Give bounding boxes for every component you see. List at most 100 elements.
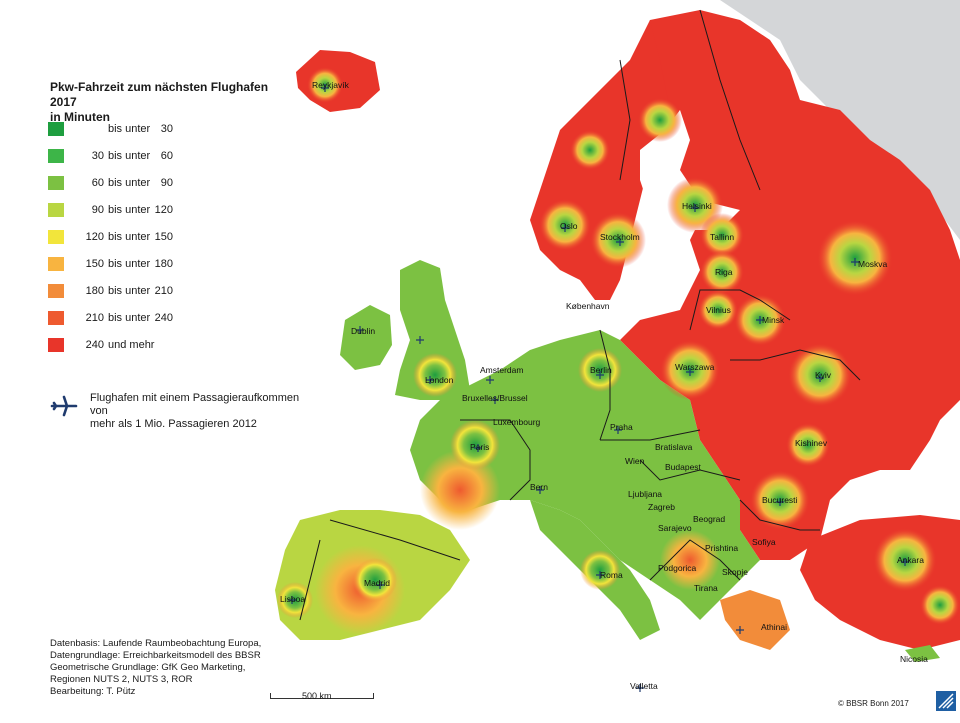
label-ljubljana: Ljubljana [628,489,662,499]
region-east-europe [620,10,960,560]
label-amsterdam: Amsterdam [480,365,523,375]
hub-madrid [353,558,397,602]
label-stockholm: Stockholm [600,232,640,242]
hub-vilnius [698,290,738,330]
legend-to: 120 [154,204,173,216]
label-kobenhavn: København [566,301,610,311]
label-kyiv: Kyiv [815,370,832,380]
legend-row: 90 bis unter 120 [48,203,248,230]
label-budapest: Budapest [665,462,702,472]
hub-stockholm [590,212,646,268]
label-moskva: Moskva [858,259,888,269]
label-bern: Bern [530,482,548,492]
label-oslo: Oslo [560,221,578,231]
legend-from: 180 [85,285,104,297]
legend-row: 240 und mehr [48,338,248,365]
legend-from: 120 [85,231,104,243]
legend-from: 30 [91,150,104,162]
legend-from: 150 [85,258,104,270]
label-kishinev: Kishinev [795,438,828,448]
city-labels: Reykjavík Dublin London Amsterdam Bruxel… [280,80,928,691]
note-line4: Regionen NUTS 2, NUTS 3, ROR [50,674,193,685]
label-lisboa: Lisboa [280,594,305,604]
label-riga: Riga [715,267,733,277]
legend-to: 60 [160,150,173,162]
legend-from: 90 [91,204,104,216]
legend-word: bis unter [108,204,151,216]
region-greece [720,590,790,650]
legend-swatch [48,311,64,325]
legend-row: 150 bis unter 180 [48,257,248,284]
label-roma: Roma [600,570,623,580]
copyright: © BBSR Bonn 2017 [838,699,909,708]
bbsr-logo [936,691,956,711]
legend-word: bis unter [108,258,151,270]
label-zagreb: Zagreb [648,502,675,512]
legend-row: 60 bis unter 90 [48,176,248,203]
airport-legend-line1: Flughafen mit einem Passagieraufkommen v… [90,392,300,417]
scale-bar-label: 500 km [302,691,332,701]
hotspot-balkans [660,530,720,590]
region-ireland [340,305,392,370]
legend-word: bis unter [108,285,151,297]
legend-swatch [48,176,64,190]
legend-to: 150 [154,231,173,243]
legend-row: 210 bis unter 240 [48,311,248,338]
legend-swatch [48,149,64,163]
legend-list: bis unter 30 30 bis unter 60 60 bis unter 90 90 b… [48,122,248,365]
hub-kishinev [786,423,830,467]
legend-title-line1: Pkw-Fahrzeit zum nächsten Flughafen 2017 [50,80,269,109]
label-wien: Wien [625,456,645,466]
label-ankara: Ankara [897,555,924,565]
label-sarajevo: Sarajevo [658,523,692,533]
legend-word: bis unter [108,123,151,135]
legend-word: bis unter [108,177,151,189]
note-line5: Bearbeitung: T. Pütz [50,686,136,697]
label-helsinki: Helsinki [682,201,712,211]
region-cyprus [905,645,940,662]
scale-bar-line [270,693,374,699]
hub-roma [580,550,620,590]
legend-to: 90 [160,177,173,189]
label-podgorica: Podgorica [658,563,697,573]
legend-row: 180 bis unter 210 [48,284,248,311]
legend-swatch [48,257,64,271]
legend-swatch [48,338,64,352]
hub-north-finland [638,98,682,142]
label-luxembourg: Luxembourg [493,417,541,427]
label-bucuresti: Bucuresti [762,495,798,505]
legend-from: 240 [85,339,104,351]
label-nicosia: Nicosia [900,654,928,664]
legend-row: bis unter 30 [48,122,248,149]
hub-ankara2 [920,585,960,625]
label-minsk: Minsk [762,315,785,325]
hub-london [413,353,457,397]
label-athinai: Athinai [761,622,787,632]
label-beograd: Beograd [693,514,725,524]
legend-title: Pkw-Fahrzeit zum nächsten Flughafen 2017… [50,80,290,125]
hub-paris [450,420,500,470]
airplane-icon [50,395,78,417]
hotspot-france [420,450,500,530]
label-skopje: Skopje [722,567,748,577]
hub-tallinn [700,213,744,257]
legend-title-line2: in Minuten [50,110,110,124]
scale-bar: 500 km [270,688,374,712]
country-borders [299,9,861,621]
legend-to: 240 [154,312,173,324]
legend-swatch [48,203,64,217]
label-dublin: Dublin [351,326,375,336]
note-line2: Datengrundlage: Erreichbarkeitsmodell de… [50,650,261,661]
airport-legend-line2: mehr als 1 Mio. Passagieren 2012 [90,418,257,430]
label-madrid: Madrid [364,578,390,588]
legend-word: und mehr [108,339,155,351]
legend-word: bis unter [108,150,151,162]
legend-to: 210 [154,285,173,297]
legend-to: 30 [160,123,173,135]
source-notes: Datenbasis: Laufende Raumbeobachtung Eur… [50,638,280,698]
label-tirana: Tirana [694,583,718,593]
legend-word: bis unter [108,231,151,243]
airport-legend-text: Flughafen mit einem Passagieraufkommen v… [90,392,315,431]
note-line1: Datenbasis: Laufende Raumbeobachtung Eur… [50,638,262,649]
